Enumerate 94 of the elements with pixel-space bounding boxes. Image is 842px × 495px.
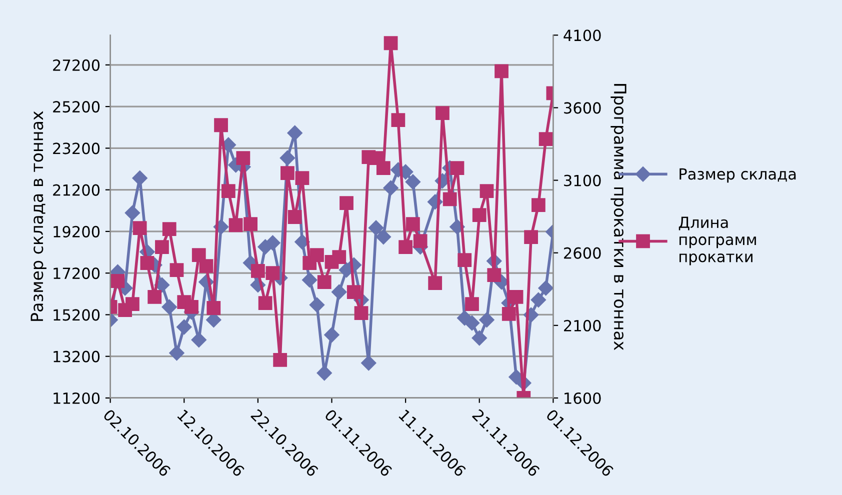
point: [346, 285, 361, 299]
y2-tick-label: 1600: [564, 392, 601, 404]
point: [465, 297, 479, 312]
point: [376, 161, 390, 176]
y2-tick-label: 2600: [564, 247, 601, 259]
point: [140, 256, 154, 270]
y-tick-label: 19200: [54, 226, 100, 238]
point: [221, 184, 236, 198]
point: [124, 205, 140, 220]
point: [487, 268, 502, 282]
point: [428, 276, 442, 290]
y-tick-label: 15200: [54, 309, 100, 321]
point: [464, 315, 480, 331]
point: [169, 345, 184, 361]
point: [250, 264, 265, 278]
point: [384, 36, 398, 50]
point: [316, 365, 332, 381]
point: [288, 210, 302, 224]
point: [530, 292, 546, 308]
y2-axis-title: Программа прокатки в тоннах: [610, 84, 626, 350]
point: [332, 250, 346, 264]
point: [538, 280, 554, 296]
point: [450, 161, 464, 176]
point: [324, 327, 340, 342]
point: [332, 284, 347, 300]
point: [110, 274, 125, 288]
point: [228, 218, 243, 232]
point: [502, 307, 516, 321]
point: [126, 297, 140, 312]
point: [162, 222, 176, 236]
point: [273, 353, 288, 367]
y-tick-label: 17200: [54, 268, 100, 280]
point: [155, 240, 169, 254]
point: [472, 330, 487, 346]
point: [413, 234, 428, 248]
point: [162, 299, 177, 315]
legend-label: Длина программ прокатки: [678, 216, 756, 266]
point: [206, 301, 221, 315]
point: [531, 198, 546, 212]
point: [436, 106, 450, 120]
point: [472, 208, 486, 222]
point: [265, 235, 280, 250]
point: [383, 180, 398, 196]
point: [361, 355, 376, 371]
point: [192, 248, 206, 262]
point: [480, 184, 494, 198]
y-axis-title: Размер склада в тоннах: [30, 111, 46, 321]
point: [398, 240, 413, 254]
point: [191, 332, 206, 348]
point: [340, 196, 354, 210]
point: [302, 272, 318, 288]
point: [406, 217, 420, 232]
point: [310, 248, 324, 262]
point: [354, 306, 368, 320]
point: [368, 220, 384, 236]
point: [132, 221, 147, 235]
y-tick-label: 23200: [53, 142, 100, 154]
y2-tick-label: 2100: [564, 320, 601, 332]
y-tick-label: 21200: [53, 184, 100, 196]
point: [524, 230, 538, 244]
point: [442, 192, 457, 206]
point: [287, 125, 302, 141]
point: [391, 113, 406, 127]
y2-tick-label: 3600: [564, 102, 601, 114]
point: [244, 217, 258, 232]
point: [280, 166, 294, 180]
point: [170, 263, 184, 278]
y-tick-label: 11200: [54, 392, 100, 404]
point: [132, 170, 148, 186]
point: [295, 171, 310, 186]
point: [266, 266, 280, 280]
point: [148, 290, 162, 304]
point: [236, 151, 250, 166]
point: [199, 259, 214, 273]
point: [184, 300, 198, 314]
point: [479, 312, 494, 328]
point: [176, 319, 192, 335]
point: [458, 253, 472, 268]
point: [280, 150, 296, 166]
point: [309, 297, 325, 312]
point: [538, 132, 553, 146]
point: [214, 118, 228, 132]
point: [405, 174, 421, 190]
legend-label: Размер склада: [680, 168, 796, 183]
point: [494, 64, 508, 78]
y-tick-label: 27200: [53, 59, 100, 71]
point: [376, 229, 391, 244]
y-tick-label: 25200: [53, 101, 100, 113]
y2-tick-label: 4100: [564, 30, 601, 42]
y2-tick-label: 3100: [564, 174, 601, 186]
point: [509, 290, 524, 304]
y-tick-label: 13200: [54, 350, 100, 362]
point: [317, 275, 332, 289]
point: [258, 296, 272, 310]
